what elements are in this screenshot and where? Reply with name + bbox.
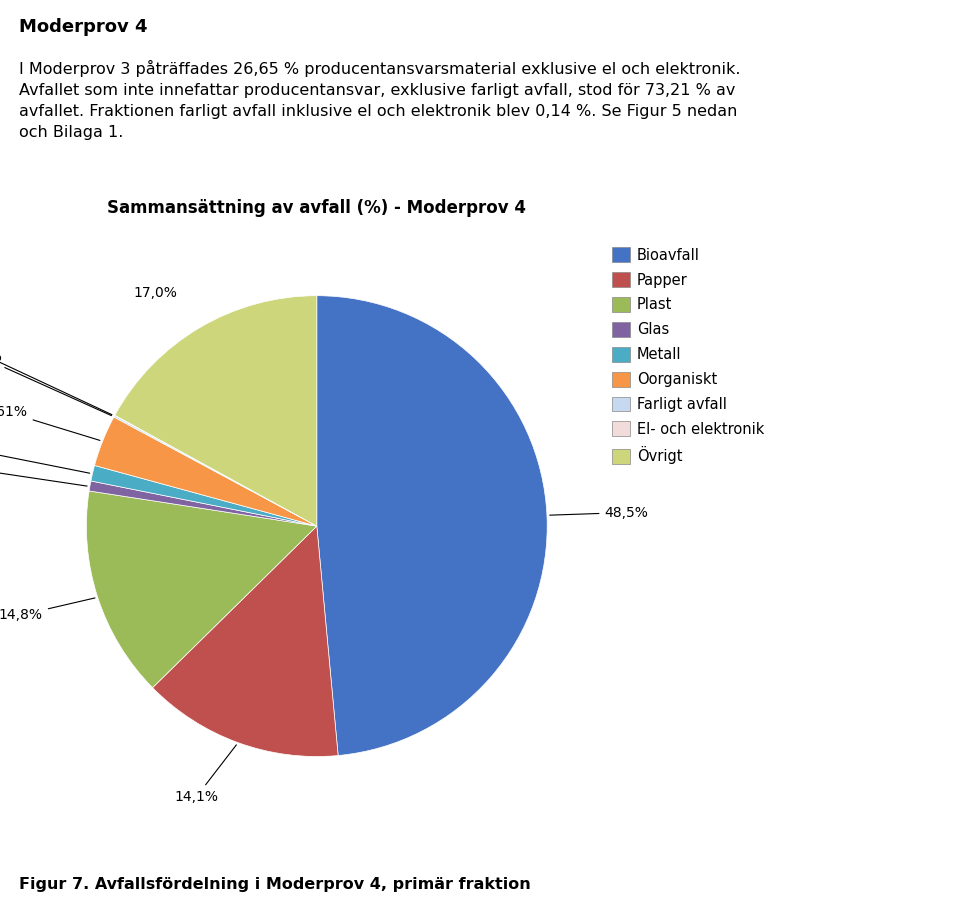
Text: 1,1%: 1,1%: [0, 443, 89, 473]
Text: 0,7%: 0,7%: [0, 462, 87, 486]
Text: 14,1%: 14,1%: [175, 745, 236, 804]
Wedge shape: [94, 417, 317, 526]
Legend: Bioavfall, Papper, Plast, Glas, Metall, Oorganiskt, Farligt avfall, El- och elek: Bioavfall, Papper, Plast, Glas, Metall, …: [612, 247, 764, 464]
Text: 14,8%: 14,8%: [0, 598, 95, 622]
Text: 48,5%: 48,5%: [550, 506, 648, 520]
Wedge shape: [114, 415, 317, 526]
Wedge shape: [115, 295, 317, 526]
Title: Sammansättning av avfall (%) - Moderprov 4: Sammansättning av avfall (%) - Moderprov…: [108, 199, 526, 217]
Text: 3,61%: 3,61%: [0, 404, 100, 440]
Text: Figur 7. Avfallsfördelning i Moderprov 4, primär fraktion: Figur 7. Avfallsfördelning i Moderprov 4…: [19, 877, 531, 892]
Wedge shape: [317, 295, 547, 756]
Wedge shape: [86, 491, 317, 688]
Text: Moderprov 4: Moderprov 4: [19, 18, 148, 37]
Wedge shape: [89, 481, 317, 526]
Wedge shape: [114, 415, 317, 526]
Wedge shape: [91, 465, 317, 526]
Wedge shape: [153, 526, 338, 757]
Text: 0,02%: 0,02%: [0, 337, 112, 414]
Text: 17,0%: 17,0%: [133, 285, 178, 300]
Text: I Moderprov 3 påträffades 26,65 % producentansvarsmaterial exklusive el och elek: I Moderprov 3 påträffades 26,65 % produc…: [19, 60, 741, 140]
Text: 0,12%: 0,12%: [0, 350, 111, 415]
